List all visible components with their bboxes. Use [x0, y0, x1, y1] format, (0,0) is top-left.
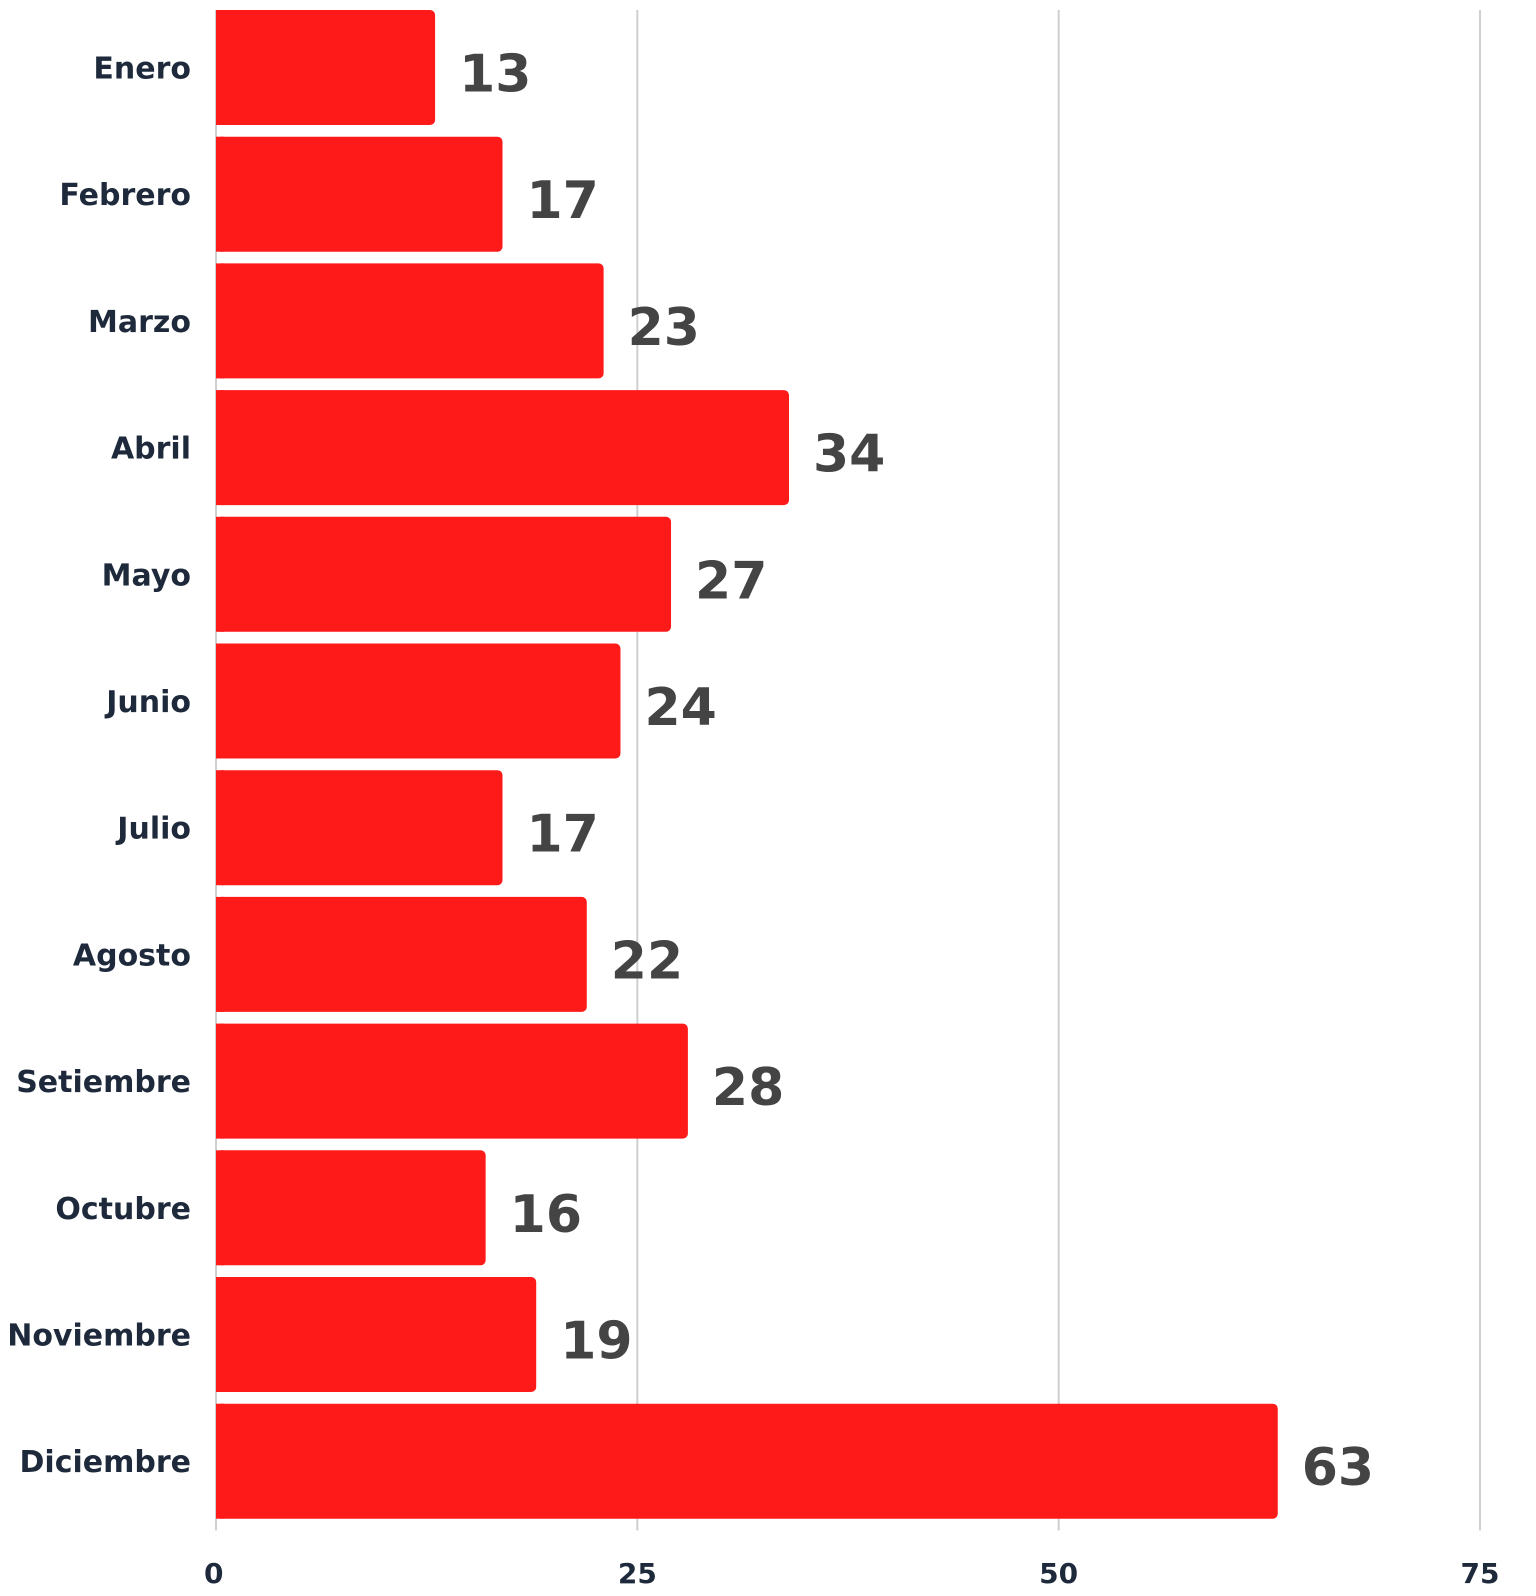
- category-label: Julio: [115, 812, 191, 847]
- category-label: Setiembre: [16, 1065, 191, 1100]
- bars: [216, 10, 1278, 1519]
- x-tick-label: 50: [1039, 1557, 1078, 1590]
- bar-marzo: [216, 263, 604, 379]
- labels: Enero 13 Febrero 17 Marzo 23 Abril 34 Mayo 27 Juni…: [7, 45, 1374, 1499]
- bar-agosto: [216, 896, 587, 1012]
- bar-base-diciembre: [216, 1403, 224, 1519]
- bar-febrero: [216, 136, 503, 252]
- value-label: 63: [1302, 1438, 1374, 1498]
- bar-mayo: [216, 516, 672, 632]
- value-label: 24: [644, 678, 716, 738]
- value-label: 27: [695, 551, 767, 611]
- value-label: 13: [459, 45, 531, 105]
- bar-octubre: [216, 1150, 486, 1266]
- category-label: Abril: [111, 432, 191, 467]
- value-label: 28: [712, 1058, 784, 1118]
- bar-diciembre: [216, 1403, 1278, 1519]
- value-label: 16: [510, 1185, 582, 1245]
- category-label: Noviembre: [7, 1319, 191, 1354]
- category-label: Mayo: [102, 558, 191, 593]
- category-label: Junio: [104, 685, 191, 720]
- x-tick-label: 75: [1461, 1557, 1500, 1590]
- bar-enero: [216, 10, 436, 125]
- bar-base-julio: [216, 770, 224, 886]
- category-label: Octubre: [55, 1192, 191, 1227]
- bar-base-noviembre: [216, 1277, 224, 1392]
- value-label: 17: [527, 805, 599, 865]
- category-label: Enero: [93, 52, 191, 87]
- value-label: 23: [628, 298, 700, 358]
- bar-noviembre: [216, 1277, 537, 1392]
- bar-julio: [216, 770, 503, 886]
- bar-base-junio: [216, 643, 224, 759]
- bar-base-abril: [216, 390, 224, 506]
- bar-base-enero: [216, 10, 224, 125]
- category-label: Febrero: [59, 178, 191, 213]
- value-label: 34: [813, 425, 885, 485]
- bar-base-mayo: [216, 516, 224, 632]
- category-label: Agosto: [73, 938, 191, 973]
- category-label: Marzo: [88, 305, 191, 340]
- x-tick-label: 0: [204, 1557, 223, 1590]
- bar-junio: [216, 643, 621, 759]
- bar-base-octubre: [216, 1150, 224, 1266]
- category-label: Diciembre: [20, 1445, 191, 1480]
- bar-base-marzo: [216, 263, 224, 379]
- bar-base-agosto: [216, 896, 224, 1012]
- value-label: 22: [611, 931, 683, 991]
- bar-setiembre: [216, 1023, 688, 1139]
- value-label: 17: [527, 171, 599, 231]
- bar-base-setiembre: [216, 1023, 224, 1139]
- x-axis-ticks: 0 25 50 75: [204, 1557, 1499, 1590]
- value-label: 19: [560, 1312, 632, 1372]
- x-tick-label: 25: [618, 1557, 657, 1590]
- bar-base-febrero: [216, 136, 224, 252]
- bar-abril: [216, 390, 790, 506]
